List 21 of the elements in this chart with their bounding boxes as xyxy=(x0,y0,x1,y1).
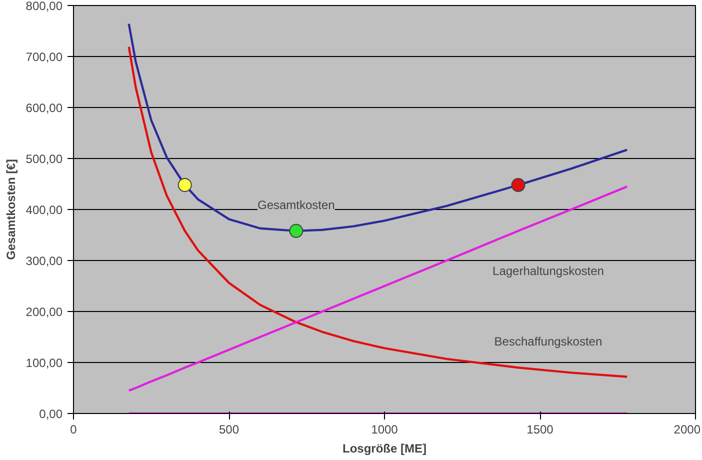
y-tick-label: 200,00 xyxy=(26,305,63,319)
y-tick-label: 500,00 xyxy=(26,152,63,166)
x-tick-label: 2000 xyxy=(674,422,701,436)
series-label: Gesamtkosten xyxy=(257,198,335,212)
y-tick-label: 700,00 xyxy=(26,50,63,64)
y-axis-title: Gesamtkosten [€] xyxy=(4,159,18,260)
x-tick-label: 1000 xyxy=(371,422,398,436)
x-axis-title: Losgröße [ME] xyxy=(342,442,427,456)
y-tick-label: 300,00 xyxy=(26,254,63,268)
x-tick-label: 500 xyxy=(218,422,240,436)
series-label: Beschaffungskosten xyxy=(494,334,602,349)
line-series xyxy=(128,185,628,392)
y-tick-label: 100,00 xyxy=(26,356,63,370)
y-tick-label: 0,00 xyxy=(39,407,63,421)
y-tick-label: 600,00 xyxy=(26,101,63,115)
x-tick-label: 1500 xyxy=(526,422,554,436)
x-tick-label: 0 xyxy=(70,422,78,436)
series-label: Lagerhaltungskosten xyxy=(492,264,604,278)
y-tick-label: 400,00 xyxy=(26,203,63,217)
line-series xyxy=(128,46,628,378)
y-tick-label: 800,00 xyxy=(26,0,63,13)
